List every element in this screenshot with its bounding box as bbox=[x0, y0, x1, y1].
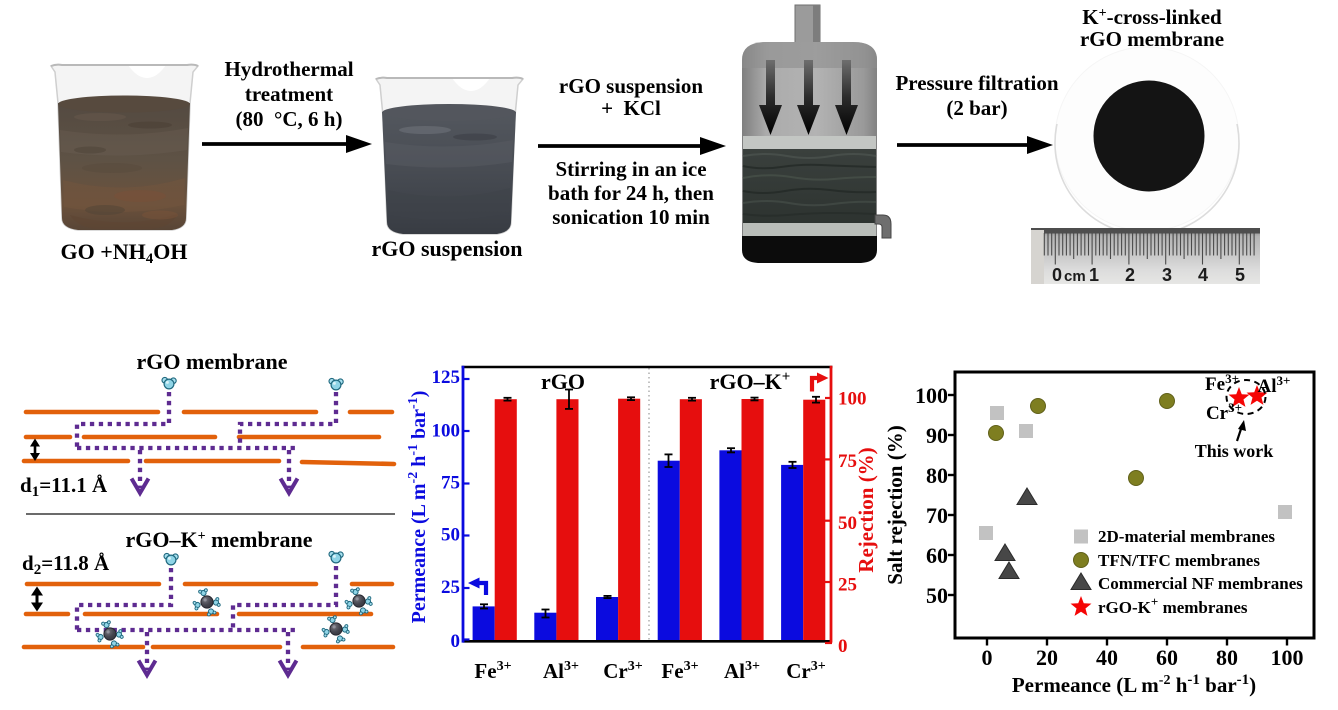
svg-text:bath for 24 h, then: bath for 24 h, then bbox=[548, 181, 714, 205]
svg-text:0: 0 bbox=[451, 631, 461, 652]
svg-text:20: 20 bbox=[1036, 645, 1058, 670]
svg-text:d2=11.8 Å: d2=11.8 Å bbox=[22, 551, 110, 578]
svg-text:75: 75 bbox=[838, 451, 857, 472]
svg-text:This work: This work bbox=[1195, 441, 1274, 461]
svg-text:d1=11.1 Å: d1=11.1 Å bbox=[20, 473, 108, 500]
svg-text:sonication 10 min: sonication 10 min bbox=[552, 205, 710, 229]
svg-text:GO +NH4OH: GO +NH4OH bbox=[61, 239, 188, 267]
svg-text:Commercial NF membranes: Commercial NF membranes bbox=[1098, 574, 1303, 593]
svg-text:3: 3 bbox=[1162, 265, 1172, 285]
svg-text:25: 25 bbox=[838, 575, 857, 596]
svg-text:cm: cm bbox=[1064, 268, 1086, 285]
svg-text:rGO suspension: rGO suspension bbox=[372, 236, 523, 261]
svg-text:2D-material membranes: 2D-material membranes bbox=[1098, 527, 1275, 546]
svg-text:+ KCl: + KCl bbox=[601, 96, 661, 120]
svg-text:Hydrothermal: Hydrothermal bbox=[224, 57, 353, 81]
svg-text:50: 50 bbox=[926, 583, 948, 608]
svg-text:80: 80 bbox=[926, 463, 948, 488]
svg-text:TFN/TFC membranes: TFN/TFC membranes bbox=[1098, 551, 1260, 570]
svg-text:4: 4 bbox=[1198, 265, 1208, 285]
svg-text:50: 50 bbox=[441, 525, 460, 546]
svg-text:K+-cross-linked: K+-cross-linked bbox=[1082, 5, 1222, 29]
svg-text:Fe3+: Fe3+ bbox=[1205, 371, 1239, 395]
svg-text:rGO–K+: rGO–K+ bbox=[710, 369, 791, 394]
svg-text:0: 0 bbox=[982, 645, 993, 670]
svg-text:Fe3+: Fe3+ bbox=[661, 659, 698, 683]
svg-text:100: 100 bbox=[915, 383, 948, 408]
svg-text:1: 1 bbox=[1089, 265, 1099, 285]
svg-text:Fe3+: Fe3+ bbox=[474, 659, 511, 683]
svg-text:Cr3+: Cr3+ bbox=[786, 659, 826, 683]
svg-text:0: 0 bbox=[1052, 265, 1062, 285]
svg-text:100: 100 bbox=[432, 421, 461, 442]
svg-text:0: 0 bbox=[838, 636, 848, 657]
svg-text:rGO membrane: rGO membrane bbox=[1080, 27, 1224, 51]
svg-text:rGO membrane: rGO membrane bbox=[137, 349, 288, 374]
svg-text:Permeance (L m-2 h-1 bar-1): Permeance (L m-2 h-1 bar-1) bbox=[1012, 672, 1256, 697]
svg-text:Pressure filtration: Pressure filtration bbox=[895, 71, 1058, 95]
svg-text:Al3+: Al3+ bbox=[1258, 373, 1291, 397]
svg-text:Cr3+: Cr3+ bbox=[603, 659, 643, 683]
svg-text:100: 100 bbox=[1271, 645, 1304, 670]
svg-text:(2 bar): (2 bar) bbox=[946, 96, 1007, 120]
svg-text:80: 80 bbox=[1216, 645, 1238, 670]
svg-text:2: 2 bbox=[1125, 265, 1135, 285]
svg-text:Permeance (L m-2 h-1 bar-1): Permeance (L m-2 h-1 bar-1) bbox=[406, 391, 430, 624]
svg-text:5: 5 bbox=[1235, 265, 1245, 285]
svg-text:rGO suspension: rGO suspension bbox=[559, 74, 703, 98]
svg-text:Stirring in an ice: Stirring in an ice bbox=[555, 157, 706, 181]
svg-text:treatment: treatment bbox=[245, 82, 333, 106]
svg-text:Cr3+: Cr3+ bbox=[1206, 400, 1242, 424]
svg-text:Al3+: Al3+ bbox=[724, 659, 760, 683]
svg-text:Salt rejection (%): Salt rejection (%) bbox=[883, 425, 907, 584]
svg-text:rGO: rGO bbox=[541, 369, 585, 394]
svg-text:70: 70 bbox=[926, 503, 948, 528]
svg-text:90: 90 bbox=[926, 423, 948, 448]
svg-text:60: 60 bbox=[1156, 645, 1178, 670]
svg-text:40: 40 bbox=[1096, 645, 1118, 670]
svg-text:rGO-K+ membranes: rGO-K+ membranes bbox=[1098, 594, 1248, 617]
svg-text:125: 125 bbox=[432, 367, 461, 388]
svg-text:rGO–K+ membrane: rGO–K+ membrane bbox=[125, 527, 312, 552]
svg-text:Al3+: Al3+ bbox=[543, 659, 579, 683]
svg-text:50: 50 bbox=[838, 513, 857, 534]
svg-text:100: 100 bbox=[838, 389, 867, 410]
svg-text:75: 75 bbox=[441, 473, 460, 494]
svg-text:(80 °C, 6 h): (80 °C, 6 h) bbox=[236, 107, 343, 131]
svg-text:60: 60 bbox=[926, 543, 948, 568]
svg-text:25: 25 bbox=[441, 577, 460, 598]
svg-text:Rejection (%): Rejection (%) bbox=[854, 447, 878, 572]
